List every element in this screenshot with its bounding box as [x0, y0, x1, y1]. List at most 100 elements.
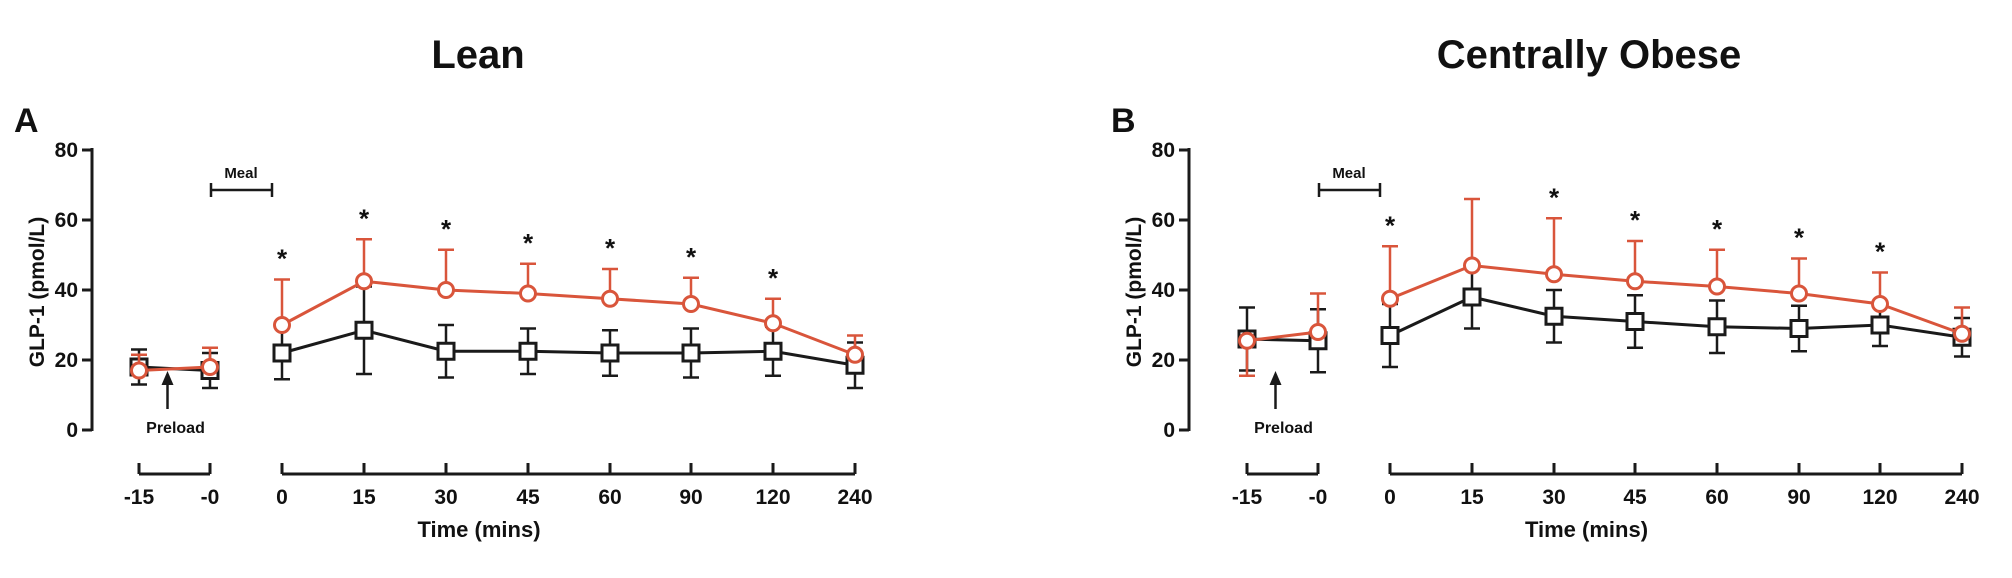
series-red-circles [1238, 197, 1971, 377]
data-point [436, 341, 456, 361]
data-point [601, 289, 619, 308]
data-point [1381, 289, 1399, 308]
x-tick-label: 15 [352, 486, 376, 509]
x-tick-label: -15 [124, 486, 155, 509]
x-tick-label: -15 [1232, 486, 1263, 509]
y-tick-label: 20 [55, 349, 78, 372]
data-point [681, 343, 701, 363]
preload-label: Preload [1254, 420, 1313, 437]
series-line [138, 365, 211, 372]
x-tick-label: -0 [201, 486, 220, 509]
x-tick-label: -0 [1309, 486, 1328, 509]
data-point [1309, 323, 1327, 341]
data-point [130, 361, 148, 380]
significance-marker: * [523, 228, 534, 258]
chart-title: Centrally Obese [1437, 33, 1742, 77]
data-point [846, 345, 864, 364]
y-tick-label: 0 [66, 419, 78, 442]
panel-a: Lean A 0 20 40 60 80 GLP-1 (pmol/L) -15 -0 0 15 30 45… [14, 33, 873, 542]
data-point [201, 358, 219, 376]
significance-marker: * [1794, 223, 1805, 253]
data-point [1707, 317, 1727, 337]
significance-marker: * [277, 244, 288, 274]
x-tick-label: 60 [598, 486, 621, 509]
x-tick-label: 0 [276, 486, 288, 509]
x-tick-label: 90 [679, 486, 702, 509]
series-line [1389, 295, 1963, 339]
series-line [281, 279, 856, 357]
meal-label: Meal [1332, 165, 1365, 182]
panel-letter: B [1111, 102, 1136, 140]
data-point [1625, 312, 1645, 331]
y-tick-label: 80 [1152, 139, 1175, 162]
series-line [1389, 263, 1963, 336]
y-tick-label: 60 [55, 209, 78, 232]
y-axis-label: GLP-1 (pmol/L) [26, 217, 49, 368]
x-tick-label: 60 [1705, 486, 1728, 509]
significance-marker: * [1875, 237, 1886, 267]
data-point [519, 284, 537, 303]
x-tick-label: 45 [1623, 486, 1647, 509]
x-tick-label: 240 [837, 486, 872, 509]
x-axis-label: Time (mins) [1525, 517, 1648, 542]
data-point [764, 314, 782, 333]
preload-label: Preload [146, 420, 205, 437]
significance-marker: * [768, 263, 779, 293]
data-point [1380, 326, 1400, 345]
y-tick-label: 20 [1152, 349, 1175, 372]
x-tick-label: 30 [1542, 486, 1565, 509]
data-point [1545, 265, 1563, 284]
data-point [1544, 306, 1564, 326]
panel-b: Centrally Obese B 0 20 40 60 80 GLP-1 (pmol/L) -… [1111, 33, 1980, 542]
data-point [763, 341, 783, 361]
series-line [1246, 330, 1319, 343]
data-point [355, 272, 373, 291]
data-point [1463, 256, 1481, 275]
y-tick-label: 0 [1163, 419, 1175, 442]
significance-marker: * [1712, 214, 1723, 244]
x-tick-label: 240 [1944, 486, 1979, 509]
y-tick-label: 40 [1152, 279, 1175, 302]
data-point [273, 316, 291, 334]
data-point [1238, 331, 1256, 350]
data-point [1462, 287, 1482, 307]
significance-marker: * [686, 242, 697, 272]
data-point [1871, 295, 1889, 313]
data-point [682, 295, 700, 313]
x-tick-label: 15 [1460, 486, 1484, 509]
series-line [281, 328, 856, 367]
data-point [518, 341, 538, 361]
y-tick-label: 80 [55, 139, 78, 162]
series-black-squares [129, 285, 865, 390]
x-axis-label: Time (mins) [417, 517, 540, 542]
x-tick-label: 30 [434, 486, 457, 509]
data-point [1790, 284, 1808, 303]
data-point [1789, 319, 1809, 338]
data-point [1870, 315, 1890, 335]
chart-title: Lean [431, 33, 524, 77]
y-axis-label: GLP-1 (pmol/L) [1123, 217, 1146, 368]
significance-marker: * [441, 214, 452, 244]
series-red-circles [130, 238, 864, 380]
series-black-squares [1237, 264, 1972, 374]
significance-marker: * [1385, 210, 1396, 240]
data-point [1708, 277, 1726, 296]
data-point [437, 281, 455, 299]
data-point [272, 343, 292, 363]
significance-marker: * [605, 233, 616, 263]
x-tick-label: 0 [1384, 486, 1396, 509]
significance-marker: * [1630, 205, 1641, 235]
data-point [600, 343, 620, 363]
x-tick-label: 90 [1787, 486, 1810, 509]
data-point [1626, 272, 1644, 291]
significance-marker: * [1549, 182, 1560, 212]
y-tick-label: 40 [55, 279, 78, 302]
preload-arrow-head [161, 371, 174, 385]
x-tick-label: 45 [516, 486, 540, 509]
data-point [1953, 324, 1971, 343]
x-tick-label: 120 [755, 486, 790, 509]
preload-arrow-head [1269, 371, 1282, 385]
x-tick-label: 120 [1862, 486, 1897, 509]
y-tick-label: 60 [1152, 209, 1175, 232]
